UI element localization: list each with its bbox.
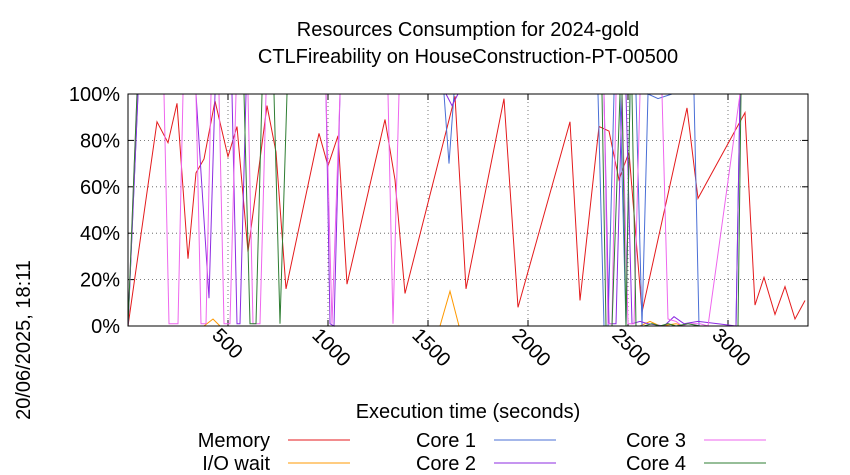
legend-label-i-o-wait: I/O wait [202, 453, 270, 475]
x-tick-label: 1500 [407, 324, 454, 371]
side-timestamp-label: 20/06/2025, 18:11 [13, 260, 35, 420]
x-tick-label: 500 [207, 324, 246, 363]
y-tick-label: 0% [91, 316, 120, 338]
y-tick-label: 20% [80, 270, 120, 292]
y-tick-label: 80% [80, 130, 120, 152]
grid-lines [128, 93, 808, 327]
x-tick-label: 3000 [707, 324, 754, 371]
series-line-core-4 [127, 93, 808, 327]
legend-label-core-1: Core 1 [416, 430, 476, 452]
series-line-core-3 [127, 93, 808, 327]
plot-frame [127, 93, 809, 327]
legend-label-memory: Memory [198, 430, 270, 452]
y-tick-label: 40% [80, 223, 120, 245]
legend-label-core-4: Core 4 [626, 453, 686, 475]
y-tick-label: 100% [69, 84, 120, 106]
y-tick-label: 60% [80, 177, 120, 199]
series-line-memory [127, 96, 806, 327]
x-tick-label: 2000 [507, 324, 554, 371]
series-line-core-1 [127, 93, 808, 327]
legend-label-core-3: Core 3 [626, 430, 686, 452]
chart-title-line-1: Resources Consumption for 2024-gold [297, 19, 639, 41]
series-line-core-2 [127, 93, 808, 327]
x-tick-label: 2500 [607, 324, 654, 371]
x-tick-label: 1000 [307, 324, 354, 371]
x-axis-label: Execution time (seconds) [356, 401, 581, 423]
series-lines [127, 93, 808, 327]
chart-title-line-2: CTLFireability on HouseConstruction-PT-0… [258, 46, 678, 68]
legend-label-core-2: Core 2 [416, 453, 476, 475]
x-tick-labels: 500 1000 1500 2000 2500 3000 [207, 324, 754, 371]
y-tick-labels: 0% 20% 40% 60% 80% 100% [69, 84, 120, 338]
